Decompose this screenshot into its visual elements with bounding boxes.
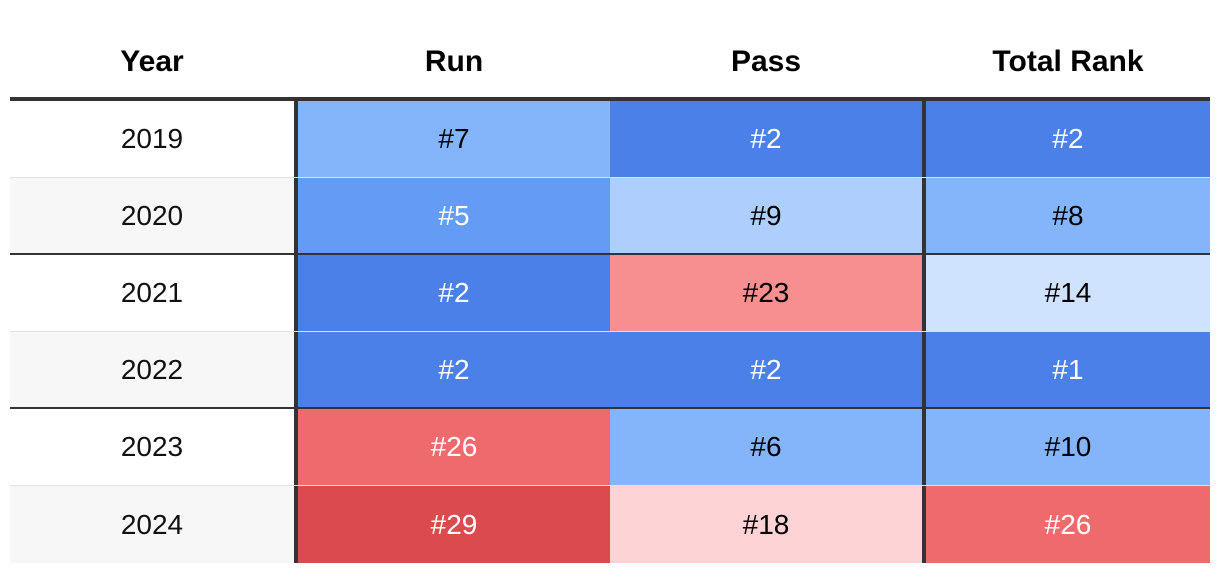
cell-run: #2 (294, 332, 610, 407)
cell-pass: #18 (610, 486, 922, 563)
cell-pass: #6 (610, 409, 922, 485)
cell-run: #26 (294, 409, 610, 485)
rank-table: Year Run Pass Total Rank 2019 #7 #2 #2 2020 #… (10, 26, 1210, 563)
cell-run: #5 (294, 178, 610, 253)
header-year: Year (120, 44, 184, 78)
cell-pass: #2 (610, 101, 922, 177)
cell-pass: #2 (610, 332, 922, 407)
cell-total-rank: #2 (922, 101, 1210, 177)
table-row: 2019 #7 #2 #2 (10, 101, 1210, 178)
table-row: 2021 #2 #23 #14 (10, 255, 1210, 332)
cell-total-rank: #1 (922, 332, 1210, 407)
cell-run: #29 (294, 486, 610, 563)
table-row: 2022 #2 #2 #1 (10, 332, 1210, 409)
cell-total-rank: #14 (922, 255, 1210, 331)
table-row: 2023 #26 #6 #10 (10, 409, 1210, 486)
cell-pass: #9 (610, 178, 922, 253)
table-row: 2024 #29 #18 #26 (10, 486, 1210, 563)
cell-total-rank: #10 (922, 409, 1210, 485)
header-total-rank: Total Rank (992, 44, 1144, 78)
cell-year: 2019 (10, 101, 294, 177)
cell-year: 2024 (10, 486, 294, 563)
cell-year: 2021 (10, 255, 294, 331)
table-row: 2020 #5 #9 #8 (10, 178, 1210, 255)
cell-total-rank: #26 (922, 486, 1210, 563)
cell-year: 2022 (10, 332, 294, 407)
table-body: 2019 #7 #2 #2 2020 #5 #9 #8 2021 #2 #23 #14 2022 #2 #2… (10, 101, 1210, 563)
cell-run: #2 (294, 255, 610, 331)
header-pass: Pass (730, 44, 802, 78)
cell-total-rank: #8 (922, 178, 1210, 253)
header-run: Run (424, 44, 484, 78)
cell-year: 2020 (10, 178, 294, 253)
cell-pass: #23 (610, 255, 922, 331)
table-header: Year Run Pass Total Rank (10, 26, 1210, 101)
cell-year: 2023 (10, 409, 294, 485)
cell-run: #7 (294, 101, 610, 177)
